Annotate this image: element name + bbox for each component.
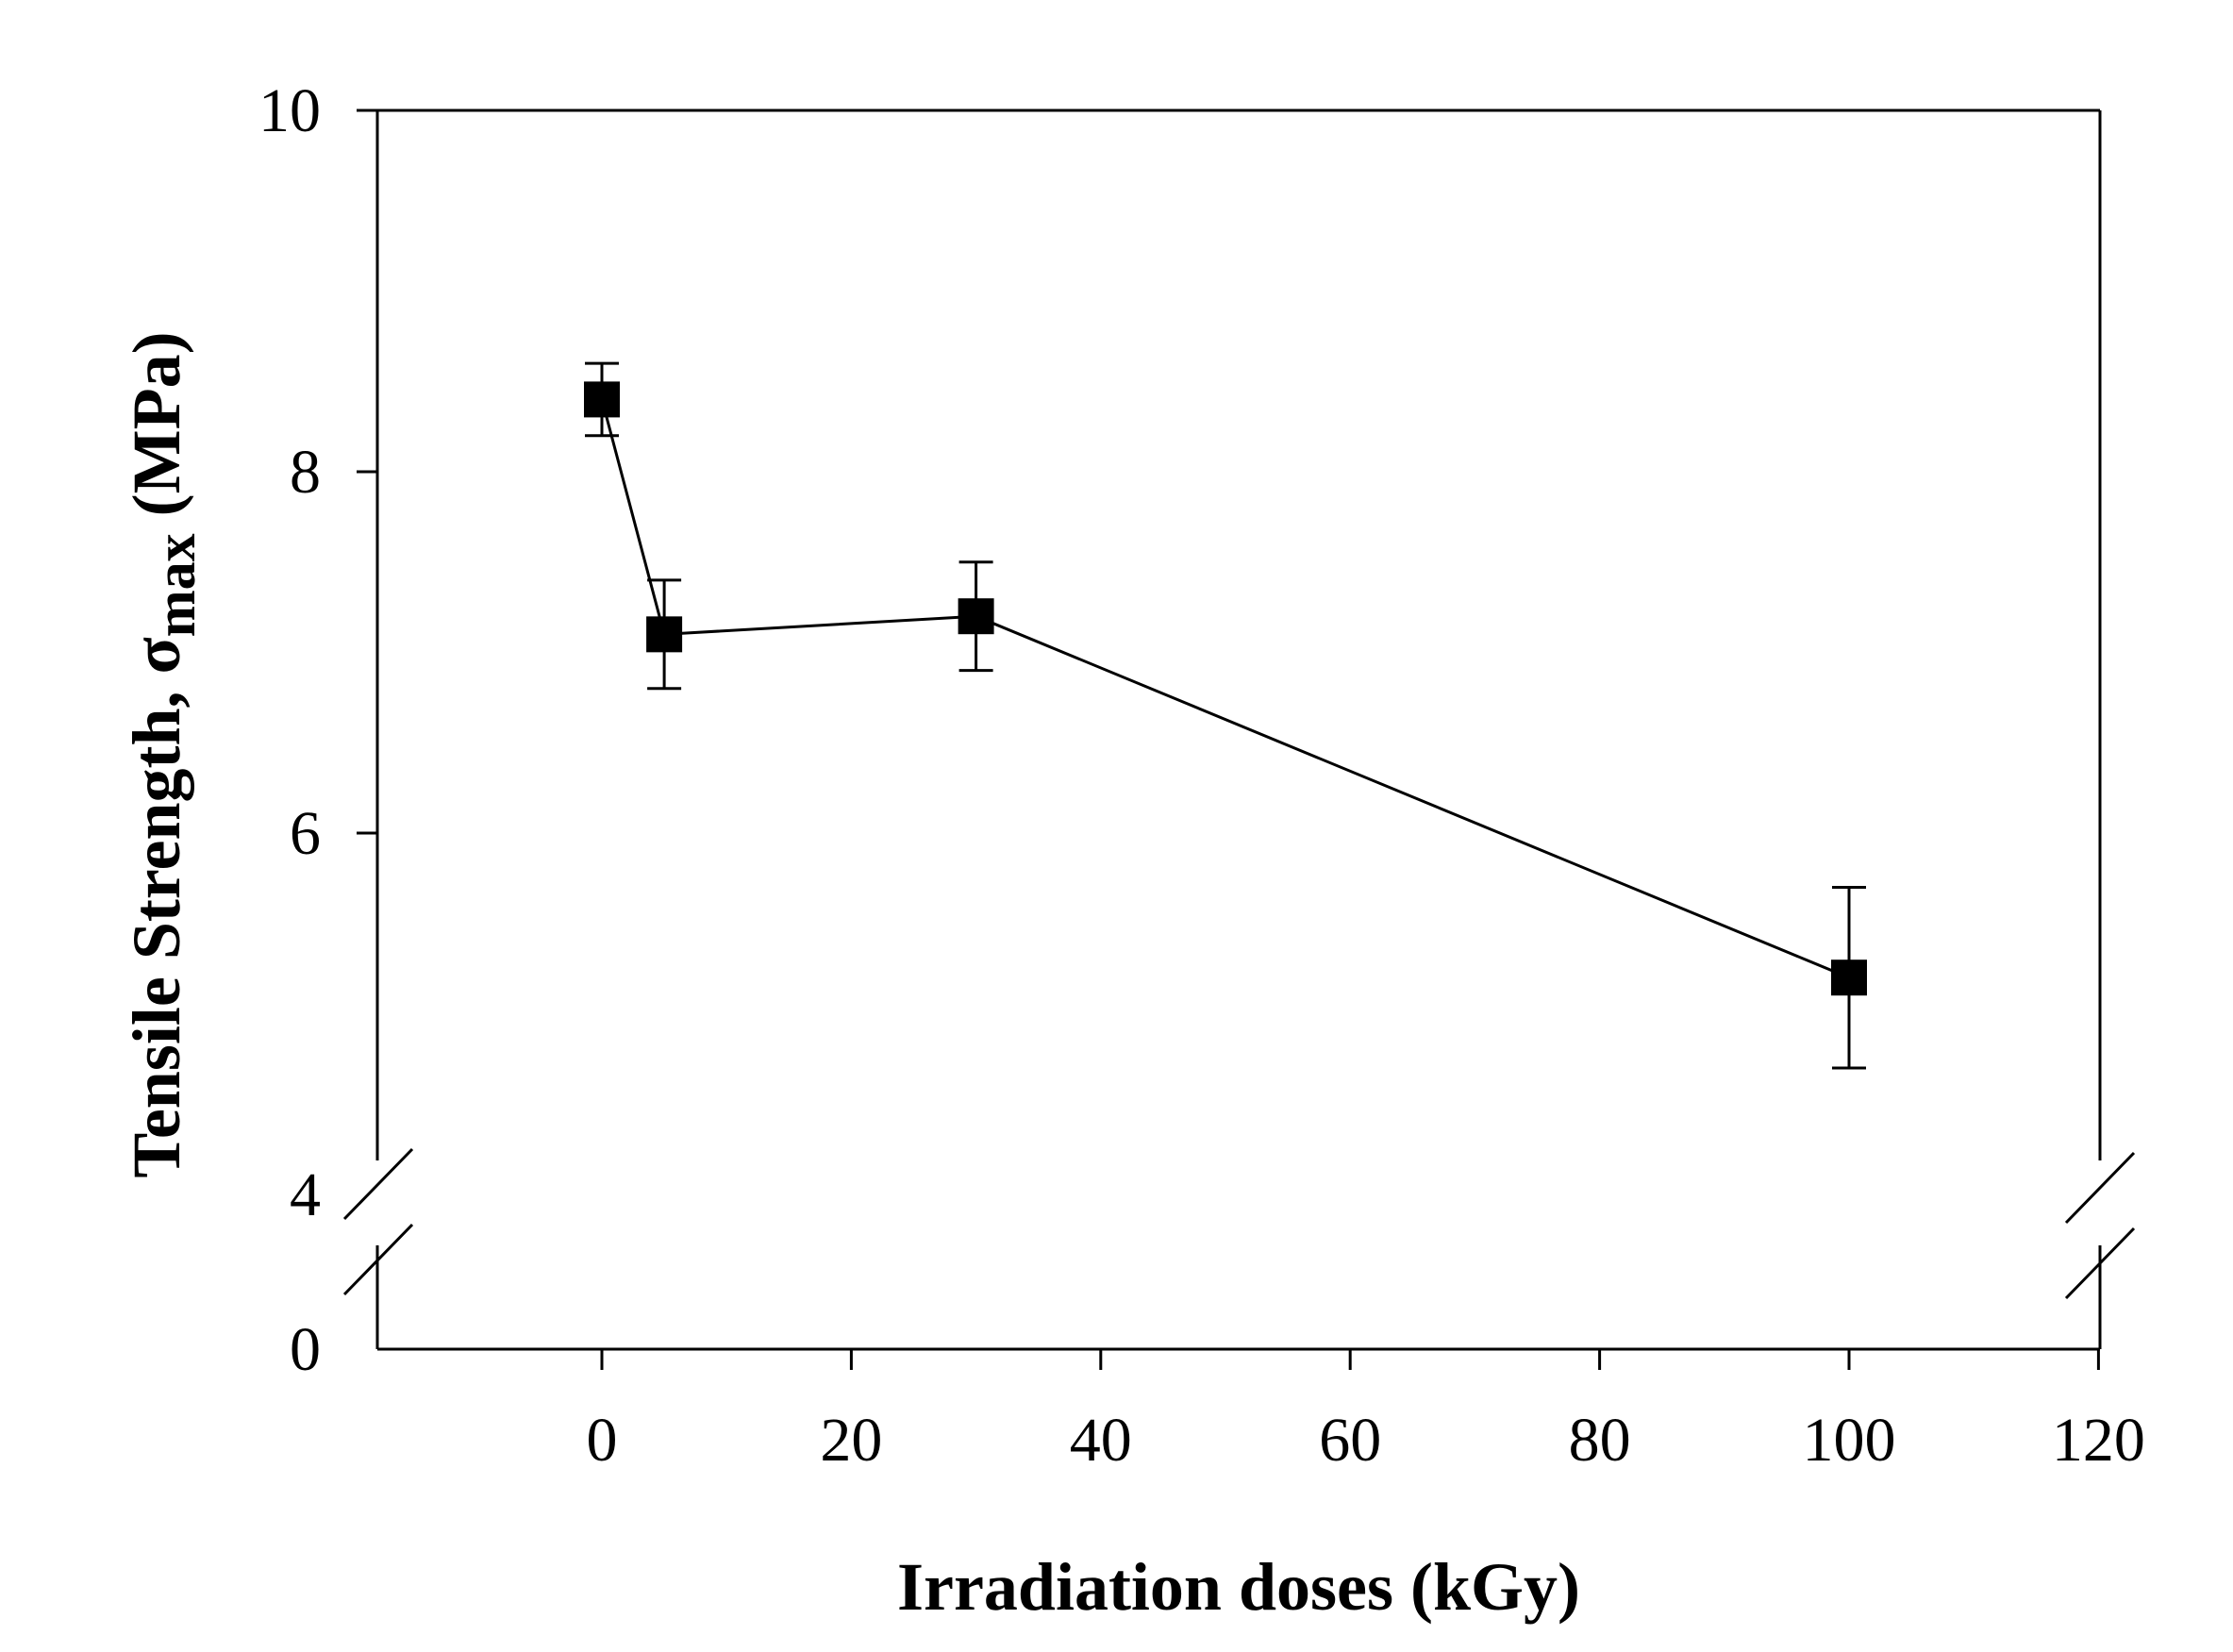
data-point-0	[584, 381, 620, 418]
x-tick-label-120: 120	[2052, 1406, 2145, 1475]
break-slash-left-top	[342, 1147, 414, 1221]
x-tick-label-60: 60	[1319, 1406, 1381, 1475]
y-axis-title-unit: (MPa)	[119, 331, 194, 533]
y-tick-label-0: 0	[290, 1315, 321, 1384]
axis-break-right	[2064, 1151, 2136, 1300]
x-tick-label-80: 80	[1569, 1406, 1631, 1475]
break-slash-left-bottom	[342, 1223, 414, 1296]
x-tick-label-100: 100	[1803, 1406, 1896, 1475]
y-axis-title: Tensile Strength, σmax (MPa)	[119, 331, 207, 1177]
y-tick-label-8: 8	[290, 438, 321, 507]
x-tick-label-0: 0	[587, 1406, 618, 1475]
y-axis-title-sub: max	[144, 533, 207, 637]
plot-frame	[375, 108, 2102, 1351]
y-tick-label-6: 6	[290, 799, 321, 868]
y-tick-label-10: 10	[258, 76, 321, 145]
axis-break-left	[342, 1147, 414, 1296]
break-slash-right-bottom	[2064, 1226, 2136, 1300]
y-axis-title-main: Tensile Strength, σ	[119, 637, 194, 1177]
series-layer	[584, 361, 1867, 1070]
break-slash-right-top	[2064, 1151, 2136, 1225]
data-point-2	[958, 598, 994, 635]
y-tick-label-4: 4	[290, 1160, 321, 1229]
x-tick-label-40: 40	[1070, 1406, 1132, 1475]
y-axis-ticks: 0 4 6 8 10	[258, 76, 377, 1384]
x-tick-label-20: 20	[820, 1406, 882, 1475]
data-point-3	[1831, 959, 1867, 996]
x-axis-ticks: 0 20 40 60 80 100 120	[587, 1349, 2145, 1475]
x-axis-title: Irradiation doses (kGy)	[897, 1549, 1580, 1625]
data-point-1	[646, 616, 683, 653]
series-line-0	[600, 399, 1850, 979]
